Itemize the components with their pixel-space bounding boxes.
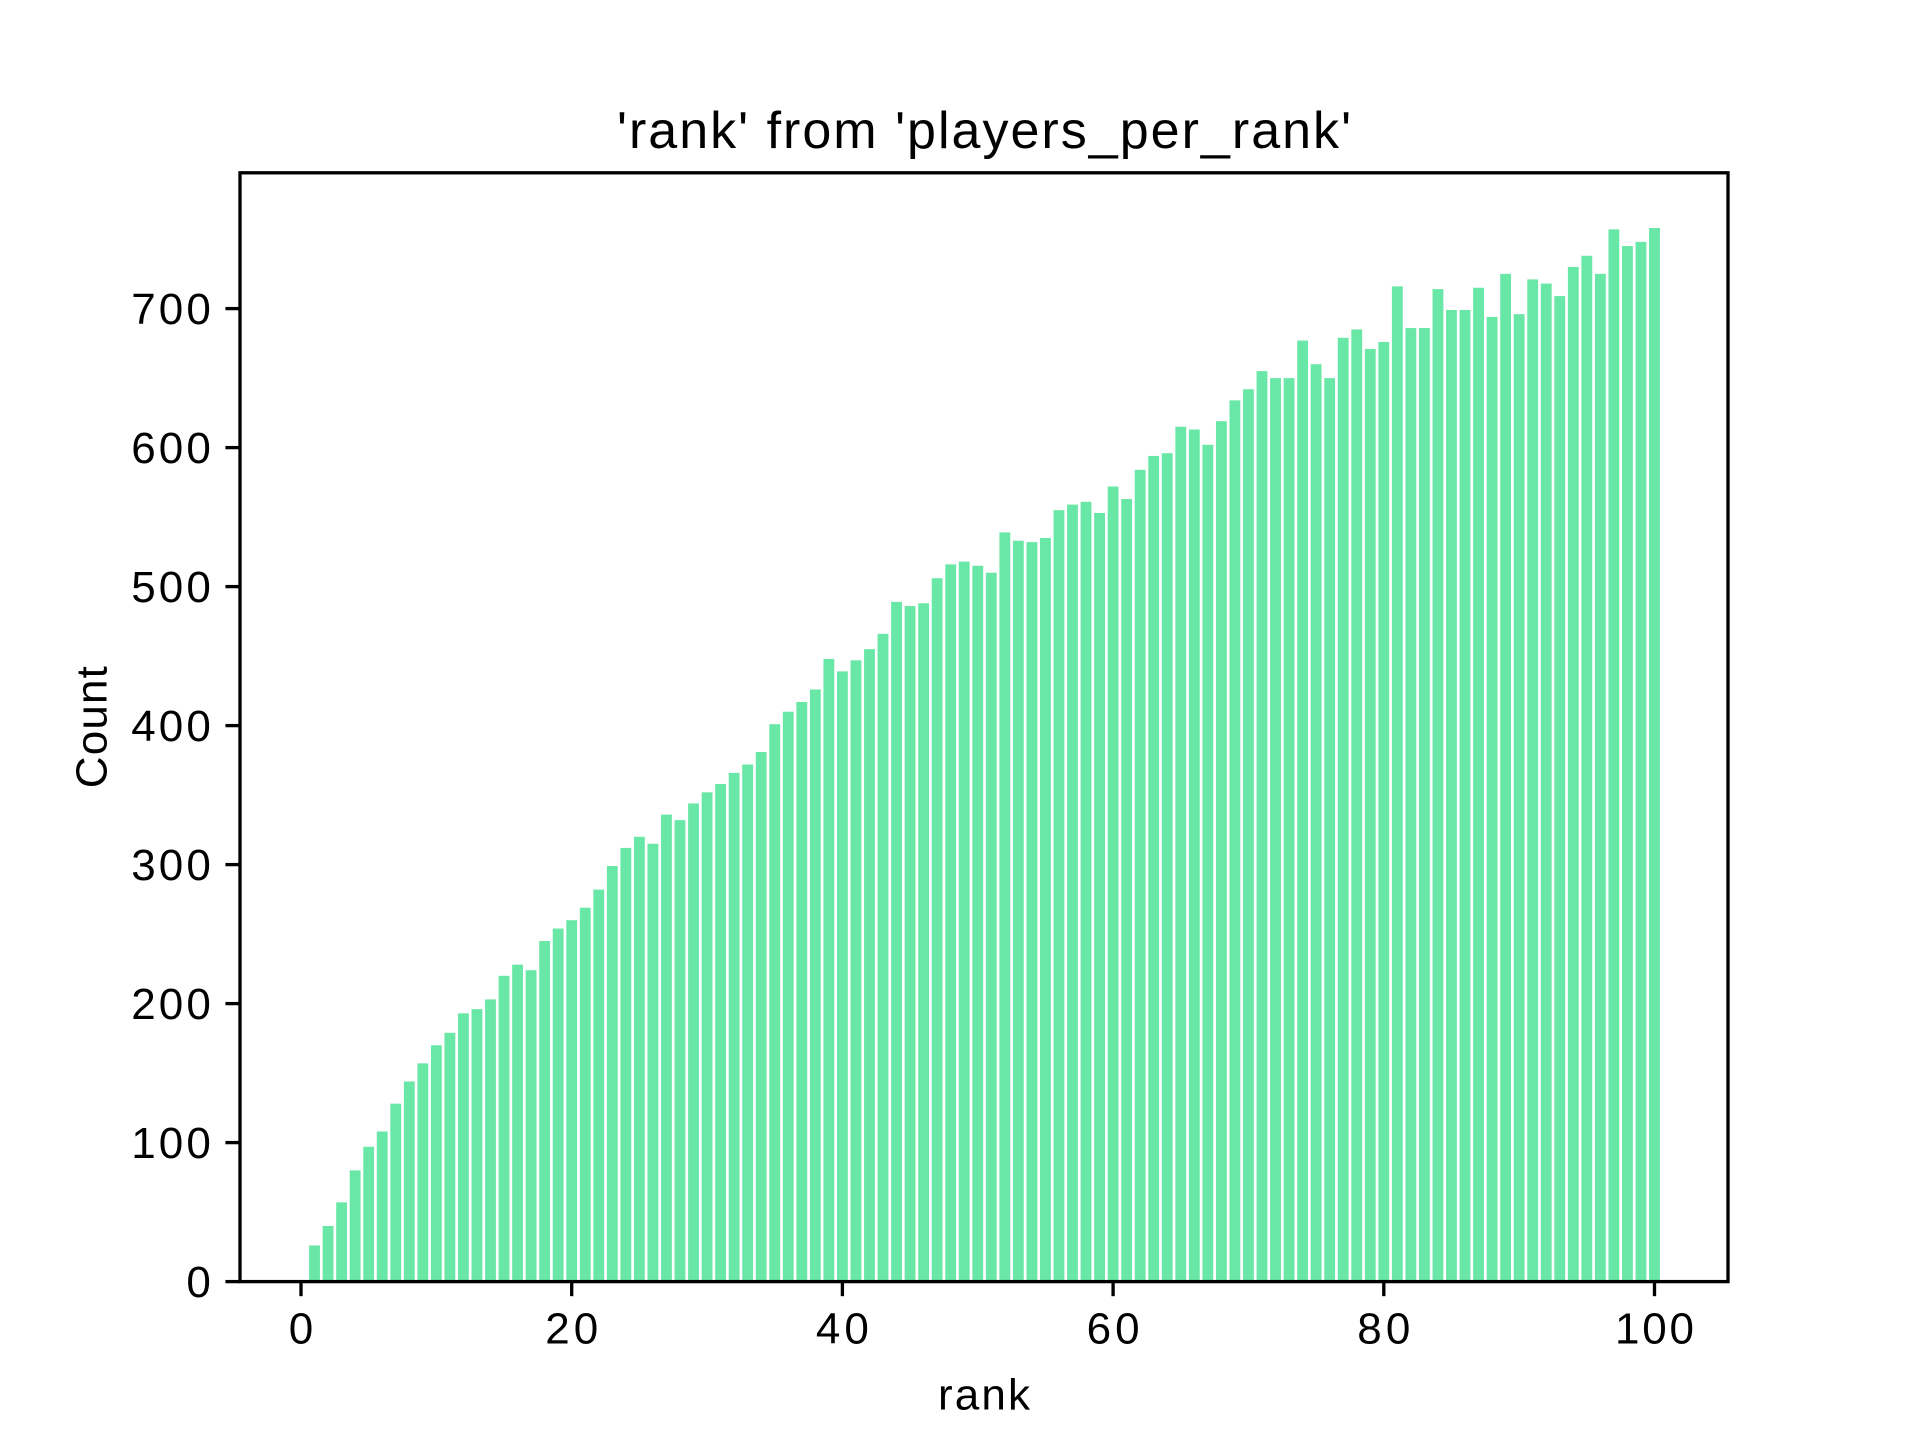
svg-text:700: 700 <box>131 285 210 334</box>
svg-text:0: 0 <box>289 1305 313 1354</box>
svg-text:0: 0 <box>186 1258 210 1307</box>
svg-text:100: 100 <box>1615 1305 1694 1354</box>
svg-text:200: 200 <box>131 980 210 1029</box>
svg-text:Count: Count <box>68 666 117 788</box>
svg-text:400: 400 <box>131 702 210 751</box>
svg-text:100: 100 <box>131 1119 210 1168</box>
svg-text:300: 300 <box>131 841 210 890</box>
svg-text:'rank' from 'players_per_rank': 'rank' from 'players_per_rank' <box>617 102 1351 160</box>
svg-text:rank: rank <box>938 1371 1031 1420</box>
svg-text:600: 600 <box>131 424 210 473</box>
svg-text:500: 500 <box>131 563 210 612</box>
